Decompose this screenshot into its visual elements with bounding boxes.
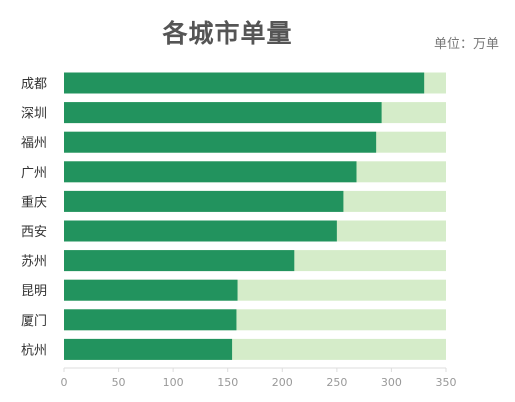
category-label: 深圳 xyxy=(21,107,47,122)
category-label: 重庆 xyxy=(21,194,47,210)
bar xyxy=(64,102,382,124)
bar xyxy=(64,190,344,212)
chart-title: 各城市单量 xyxy=(162,19,293,48)
bar xyxy=(64,161,357,183)
category-label: 福州 xyxy=(21,136,47,151)
bar xyxy=(64,338,233,360)
bar xyxy=(64,279,238,301)
x-tick-label: 200 xyxy=(272,376,293,389)
x-tick-label: 50 xyxy=(112,376,126,389)
bar xyxy=(64,309,237,331)
x-tick-label: 350 xyxy=(436,376,457,389)
category-label: 苏州 xyxy=(21,254,47,270)
category-label: 厦门 xyxy=(21,314,47,329)
category-label: 西安 xyxy=(21,225,47,240)
category-label: 成都 xyxy=(21,77,47,92)
x-tick-label: 100 xyxy=(163,376,184,389)
bar xyxy=(64,131,377,153)
bar xyxy=(64,72,425,94)
x-tick-label: 300 xyxy=(381,376,402,389)
bar xyxy=(64,250,295,272)
category-label: 广州 xyxy=(21,166,47,181)
x-tick-label: 0 xyxy=(61,376,68,389)
category-label: 昆明 xyxy=(21,284,47,299)
x-tick-label: 150 xyxy=(217,376,238,389)
bar xyxy=(64,220,337,242)
category-label: 杭州 xyxy=(21,343,47,358)
x-tick-label: 250 xyxy=(326,376,347,389)
chart-unit-label: 单位：万单 xyxy=(433,37,499,52)
